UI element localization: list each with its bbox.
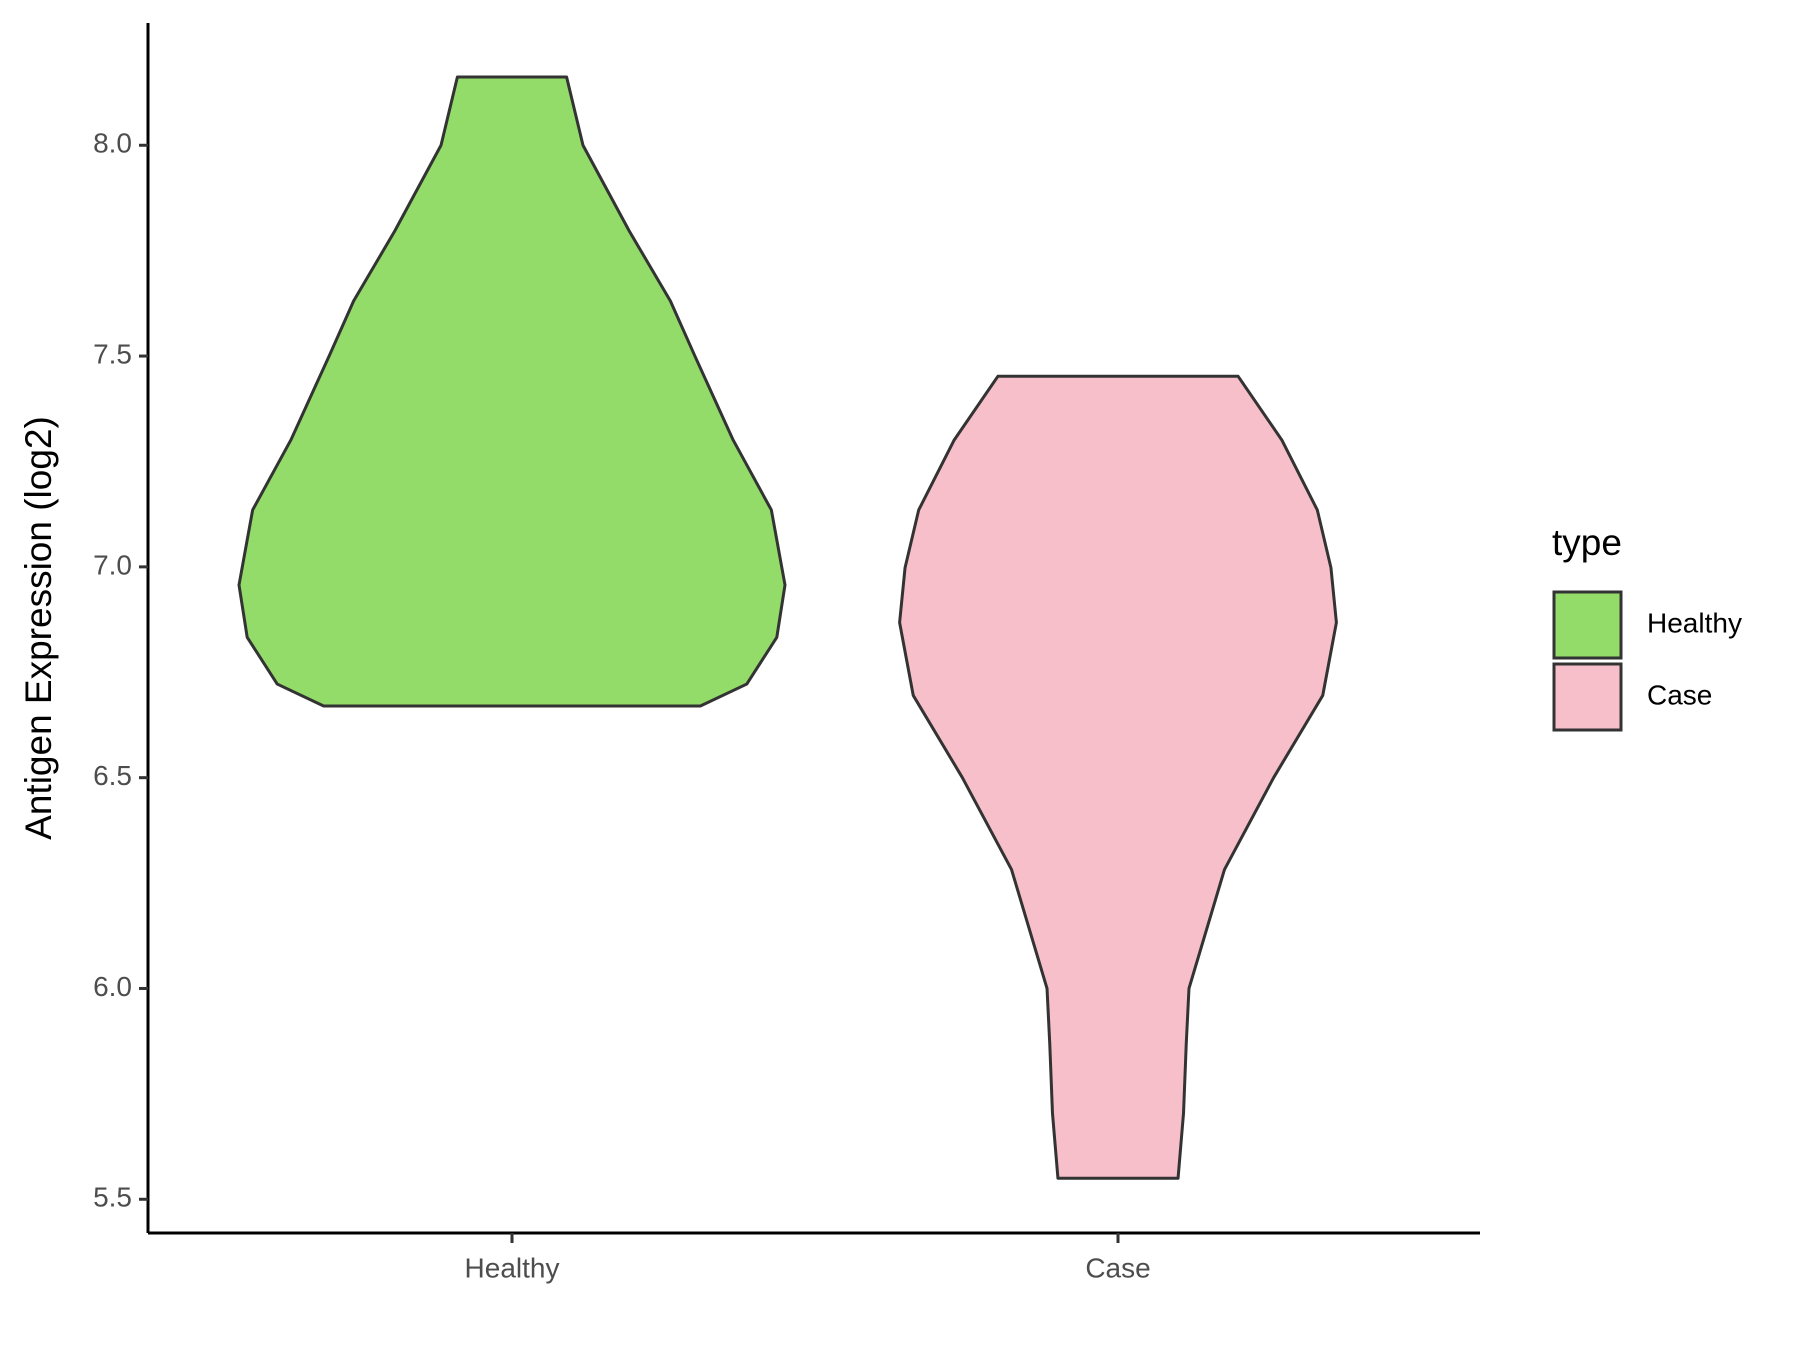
violin	[898, 374, 1338, 1180]
y-tick-label: 7.5	[93, 338, 132, 369]
x-tick-label: Case	[1085, 1252, 1150, 1283]
y-axis-title: Antigen Expression (log2)	[18, 416, 59, 840]
x-tick-label: Healthy	[465, 1252, 560, 1283]
violin	[237, 75, 787, 708]
legend-label: Case	[1647, 679, 1712, 710]
legend-title: type	[1552, 522, 1622, 563]
y-tick-label: 6.0	[93, 971, 132, 1002]
y-tick-label: 6.5	[93, 760, 132, 791]
legend-key	[1552, 662, 1623, 732]
legend-key	[1552, 590, 1623, 660]
y-tick-label: 5.5	[93, 1182, 132, 1213]
y-tick-label: 7.0	[93, 549, 132, 580]
legend-label: Healthy	[1647, 607, 1742, 638]
y-tick-label: 8.0	[93, 128, 132, 159]
